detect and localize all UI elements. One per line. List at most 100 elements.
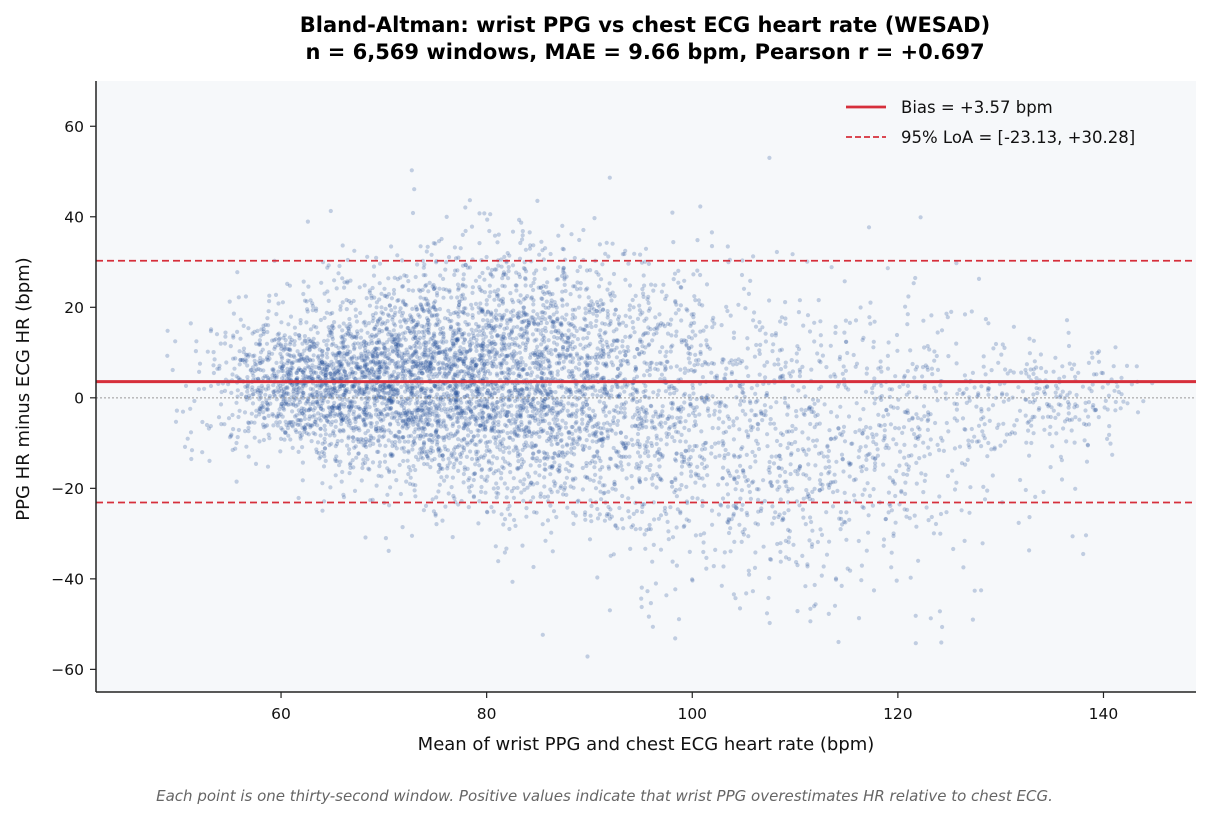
- data-point: [376, 449, 381, 454]
- data-point: [473, 414, 478, 419]
- data-point: [391, 386, 396, 392]
- data-point: [286, 422, 291, 427]
- data-point: [363, 369, 368, 374]
- data-point: [259, 383, 264, 388]
- data-point: [434, 411, 439, 416]
- data-point: [555, 316, 560, 321]
- data-point: [352, 488, 358, 493]
- data-point: [374, 305, 379, 310]
- data-point: [237, 349, 242, 354]
- data-point: [441, 362, 446, 367]
- data-point: [412, 436, 417, 441]
- data-point: [468, 347, 473, 352]
- data-point: [375, 398, 380, 403]
- data-point: [449, 318, 454, 323]
- data-point: [388, 452, 393, 457]
- data-point: [396, 360, 401, 365]
- data-point: [347, 321, 352, 327]
- data-point: [379, 310, 384, 315]
- data-point: [342, 344, 348, 349]
- data-point: [687, 549, 692, 555]
- data-point: [328, 485, 333, 490]
- data-point: [300, 369, 305, 375]
- data-point: [352, 341, 357, 346]
- data-point: [436, 361, 441, 366]
- data-point: [231, 356, 236, 361]
- data-point: [500, 301, 505, 306]
- data-point: [467, 383, 472, 388]
- data-point: [296, 495, 301, 501]
- data-point: [534, 388, 539, 393]
- data-point: [559, 366, 565, 371]
- data-point: [413, 364, 418, 369]
- data-point: [659, 372, 665, 377]
- data-point: [274, 375, 279, 380]
- data-point: [371, 355, 376, 360]
- data-point: [231, 333, 236, 338]
- data-point: [489, 311, 494, 316]
- data-point: [294, 429, 299, 435]
- data-point: [484, 302, 489, 307]
- data-point: [266, 352, 271, 357]
- data-point: [403, 421, 408, 426]
- data-point: [462, 424, 467, 429]
- data-point: [285, 426, 290, 431]
- data-point: [501, 272, 506, 278]
- data-point: [494, 435, 499, 440]
- data-point: [452, 433, 457, 438]
- data-point: [436, 345, 441, 350]
- data-point: [570, 403, 575, 408]
- data-point: [324, 369, 329, 375]
- data-point: [371, 316, 376, 321]
- data-point: [382, 385, 387, 390]
- data-point: [414, 415, 419, 420]
- data-point: [226, 416, 232, 421]
- data-point: [375, 354, 380, 359]
- data-point: [571, 485, 576, 490]
- data-point: [320, 366, 325, 371]
- data-point: [632, 251, 637, 256]
- data-point: [311, 402, 316, 407]
- data-point: [347, 404, 352, 409]
- data-point: [545, 430, 550, 436]
- data-point: [363, 405, 368, 410]
- data-point: [297, 386, 302, 391]
- data-point: [469, 456, 475, 462]
- data-point: [432, 383, 437, 388]
- data-point: [522, 429, 527, 434]
- data-point: [376, 346, 381, 351]
- data-point: [281, 387, 287, 392]
- data-point: [270, 338, 275, 343]
- data-point: [375, 352, 380, 357]
- data-point: [288, 368, 294, 373]
- data-point: [578, 281, 583, 286]
- data-point: [451, 387, 456, 392]
- data-point: [459, 293, 464, 298]
- data-point: [554, 310, 559, 315]
- data-point: [397, 439, 402, 444]
- data-point: [613, 307, 618, 312]
- data-point: [499, 476, 504, 481]
- data-point: [257, 406, 262, 411]
- data-point: [615, 418, 621, 424]
- data-point: [365, 349, 371, 354]
- data-point: [504, 495, 509, 500]
- data-point: [325, 418, 330, 423]
- data-point: [550, 455, 555, 460]
- data-point: [193, 349, 198, 354]
- data-point: [278, 436, 284, 441]
- data-point: [267, 293, 272, 298]
- data-point: [402, 351, 407, 356]
- data-point: [439, 475, 444, 480]
- data-point: [455, 338, 460, 343]
- data-point: [559, 432, 564, 437]
- data-point: [453, 373, 458, 378]
- data-point: [436, 434, 441, 439]
- data-point: [611, 329, 616, 334]
- data-point: [386, 276, 391, 281]
- data-point: [610, 342, 615, 348]
- data-point: [328, 412, 333, 417]
- data-point: [436, 449, 441, 454]
- data-point: [622, 349, 627, 354]
- data-point: [381, 407, 387, 413]
